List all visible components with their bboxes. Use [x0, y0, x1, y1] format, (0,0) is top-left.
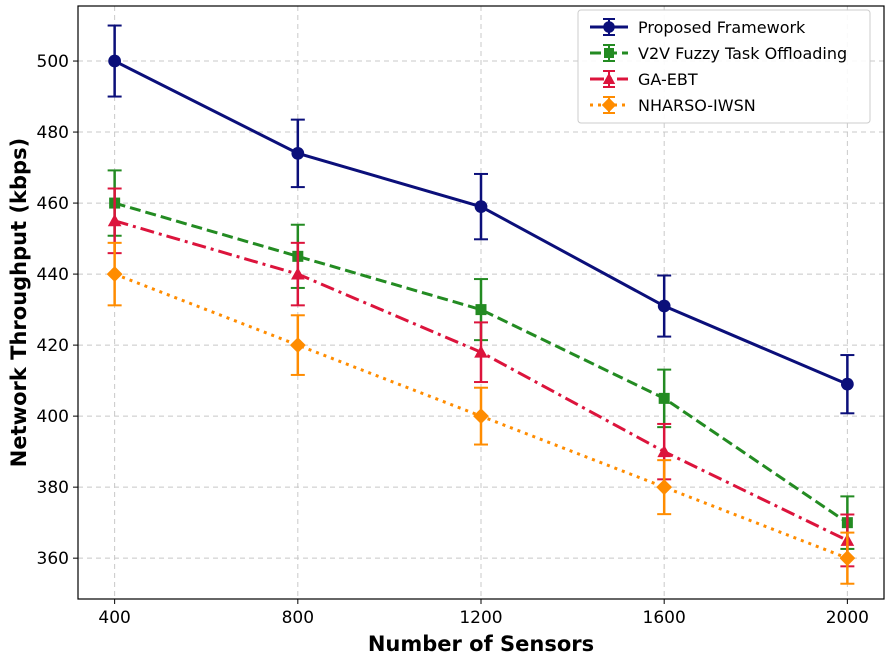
series-ga-ebt: [107, 187, 855, 568]
x-tick-label: 2000: [826, 608, 869, 628]
data-point: [475, 304, 487, 316]
legend-box: [577, 9, 871, 124]
data-point: [656, 479, 673, 496]
y-axis-title: Network Throughput (kbps): [7, 138, 31, 467]
y-tick-label: 380: [37, 478, 69, 498]
x-tick-label: 1600: [643, 608, 686, 628]
legend-label: Proposed Framework: [638, 18, 806, 37]
axes: 400 800 1200 1600 2000 360 380 400 420 440 460 480 5…: [37, 52, 869, 628]
data-point: [840, 377, 854, 391]
y-tick-label: 400: [37, 407, 69, 427]
x-tick-label: 1200: [459, 608, 502, 628]
data-point: [839, 550, 856, 567]
legend-marker: [604, 48, 614, 58]
data-point: [290, 267, 305, 280]
y-tick-label: 420: [37, 336, 69, 356]
legend-marker: [601, 97, 617, 113]
legend-marker: [602, 72, 616, 84]
legend-label: V2V Fuzzy Task Offloading: [638, 44, 847, 63]
x-tick-label: 800: [282, 608, 314, 628]
y-tick-label: 360: [37, 549, 69, 569]
data-point: [473, 408, 489, 425]
y-tick-label: 460: [37, 194, 69, 214]
y-tick-label: 500: [37, 52, 69, 72]
series-proposed-framework: [107, 24, 855, 415]
data-point: [291, 146, 305, 160]
x-axis-title: Number of Sensors: [368, 632, 594, 655]
legend: Proposed Framework V2V Fuzzy Task Offload…: [577, 9, 871, 124]
legend-label: NHARSO-IWSN: [638, 96, 756, 115]
data-point: [474, 200, 488, 214]
data-point: [108, 54, 122, 68]
y-tick-label: 480: [37, 123, 69, 143]
data-point: [289, 337, 306, 354]
x-tick-label: 400: [98, 608, 130, 628]
data-point: [657, 299, 671, 313]
series-layer: [106, 24, 856, 585]
series-line: [114, 201, 849, 524]
series-nharso-iwsn: [106, 241, 856, 585]
y-tick-label: 440: [37, 265, 69, 285]
data-point: [657, 444, 672, 458]
legend-label: GA-EBT: [638, 70, 698, 89]
data-point: [106, 266, 123, 283]
data-point: [107, 214, 122, 227]
legend-marker: [603, 21, 615, 33]
data-point: [658, 392, 670, 404]
data-point: [474, 345, 488, 358]
